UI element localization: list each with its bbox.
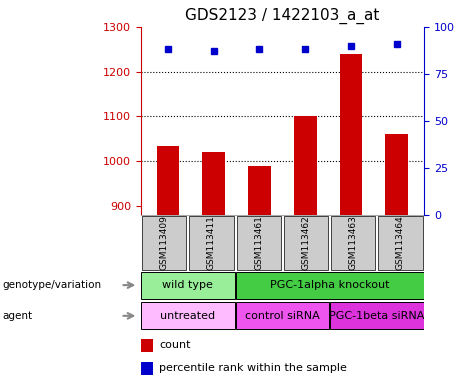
Bar: [330, 302, 424, 329]
Bar: [339, 54, 362, 215]
Text: PGC-1beta siRNA: PGC-1beta siRNA: [329, 311, 425, 321]
Text: percentile rank within the sample: percentile rank within the sample: [159, 363, 347, 373]
Text: GSM113411: GSM113411: [207, 215, 216, 270]
Bar: [202, 152, 225, 215]
Text: genotype/variation: genotype/variation: [2, 280, 101, 290]
Bar: [331, 216, 375, 270]
Text: untreated: untreated: [160, 311, 215, 321]
Text: control siRNA: control siRNA: [245, 311, 320, 321]
Title: GDS2123 / 1422103_a_at: GDS2123 / 1422103_a_at: [185, 8, 379, 24]
Text: GSM113462: GSM113462: [301, 215, 311, 270]
Bar: [157, 146, 179, 215]
Text: GSM113461: GSM113461: [254, 215, 263, 270]
Text: PGC-1alpha knockout: PGC-1alpha knockout: [270, 280, 390, 290]
Bar: [236, 302, 329, 329]
Bar: [294, 116, 317, 215]
Bar: [141, 362, 154, 375]
Bar: [142, 216, 186, 270]
Bar: [189, 216, 234, 270]
Bar: [236, 216, 281, 270]
Bar: [141, 302, 235, 329]
Bar: [248, 166, 271, 215]
Bar: [236, 271, 424, 299]
Bar: [378, 216, 423, 270]
Text: GSM113463: GSM113463: [349, 215, 358, 270]
Bar: [385, 134, 408, 215]
Bar: [141, 271, 235, 299]
Text: count: count: [159, 340, 190, 350]
Text: wild type: wild type: [162, 280, 213, 290]
Text: GSM113464: GSM113464: [396, 215, 405, 270]
Text: GSM113409: GSM113409: [160, 215, 169, 270]
Bar: [141, 339, 154, 352]
Text: agent: agent: [2, 311, 32, 321]
Bar: [284, 216, 328, 270]
